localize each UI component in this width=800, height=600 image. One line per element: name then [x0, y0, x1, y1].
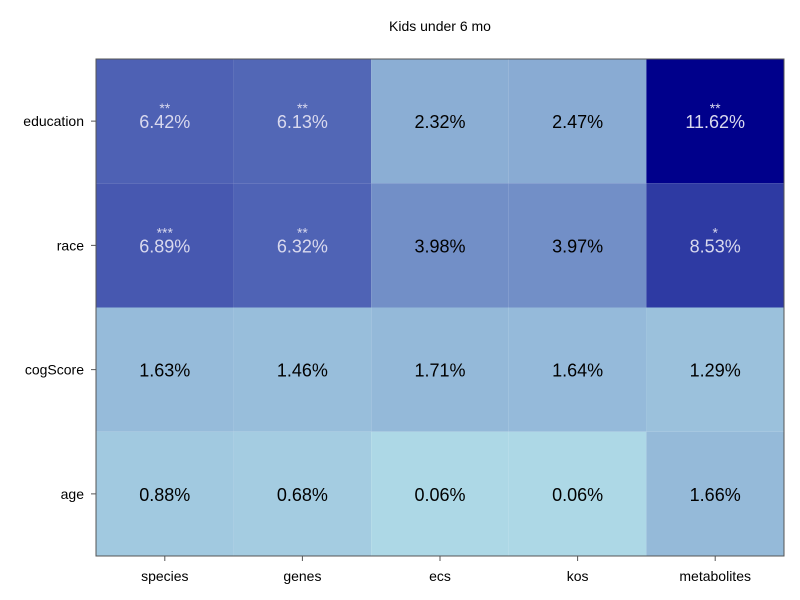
heatmap-cell [371, 431, 509, 556]
cell-value-label: 1.64% [552, 361, 603, 381]
cell-value-label: 6.89% [139, 236, 190, 256]
x-tick-label: ecs [429, 568, 451, 584]
cell-value-label: 0.06% [552, 485, 603, 505]
heatmap-cell [96, 307, 234, 432]
x-tick-label: metabolites [679, 568, 751, 584]
significance-label: *** [157, 224, 174, 240]
heatmap-cell [371, 307, 509, 432]
heatmap-cell [646, 59, 784, 184]
y-tick-label: education [23, 113, 84, 129]
heatmap-cell [646, 431, 784, 556]
heatmap-cell [508, 431, 647, 556]
cell-value-label: 3.97% [552, 236, 603, 256]
y-axis: education race cogScore age [23, 113, 96, 502]
cell-value-label: 2.47% [552, 112, 603, 132]
x-tick-label: species [141, 568, 188, 584]
cell-value-label: 8.53% [690, 236, 741, 256]
heatmap-cell [371, 59, 509, 184]
heatmap-cell [233, 59, 372, 184]
cell-value-label: 1.71% [414, 361, 465, 381]
x-tick-label: kos [567, 568, 589, 584]
heatmap-cell [508, 183, 647, 308]
x-axis: species genes ecs kos metabolites [141, 556, 751, 584]
cell-value-label: 6.32% [277, 236, 328, 256]
heatmap-cell [508, 307, 647, 432]
cell-value-label: 2.32% [414, 112, 465, 132]
cell-value-label: 1.46% [277, 361, 328, 381]
heatmap-cell-labels: 6.42%**6.13%**2.32% 2.47% 11.62%**6.89%***… [139, 100, 745, 505]
cell-value-label: 6.13% [277, 112, 328, 132]
chart-title: Kids under 6 mo [389, 18, 491, 34]
cell-value-label: 0.88% [139, 485, 190, 505]
heatmap-cell [233, 183, 372, 308]
heatmap-cell [508, 59, 647, 184]
cell-value-label: 0.68% [277, 485, 328, 505]
heatmap-cell [96, 59, 234, 184]
significance-label: ** [297, 224, 308, 240]
cell-value-label: 1.29% [690, 361, 741, 381]
cell-value-label: 1.63% [139, 361, 190, 381]
heatmap-cell [646, 183, 784, 308]
x-tick-label: genes [283, 568, 321, 584]
heatmap-cell [646, 307, 784, 432]
cell-value-label: 0.06% [414, 485, 465, 505]
cell-value-label: 11.62% [685, 112, 745, 132]
significance-label: ** [159, 100, 170, 116]
y-tick-label: age [61, 486, 85, 502]
significance-label: * [712, 224, 718, 240]
y-tick-label: race [57, 237, 84, 253]
heatmap-cell [96, 183, 234, 308]
heatmap-cell [233, 307, 372, 432]
heatmap-cell [96, 431, 234, 556]
cell-value-label: 1.66% [690, 485, 741, 505]
heatmap-cells [96, 59, 784, 556]
heatmap-cell [233, 431, 372, 556]
cell-value-label: 6.42% [139, 112, 190, 132]
heatmap-cell [371, 183, 509, 308]
cell-value-label: 3.98% [414, 236, 465, 256]
y-tick-label: cogScore [25, 362, 84, 378]
significance-label: ** [710, 100, 721, 116]
significance-label: ** [297, 100, 308, 116]
